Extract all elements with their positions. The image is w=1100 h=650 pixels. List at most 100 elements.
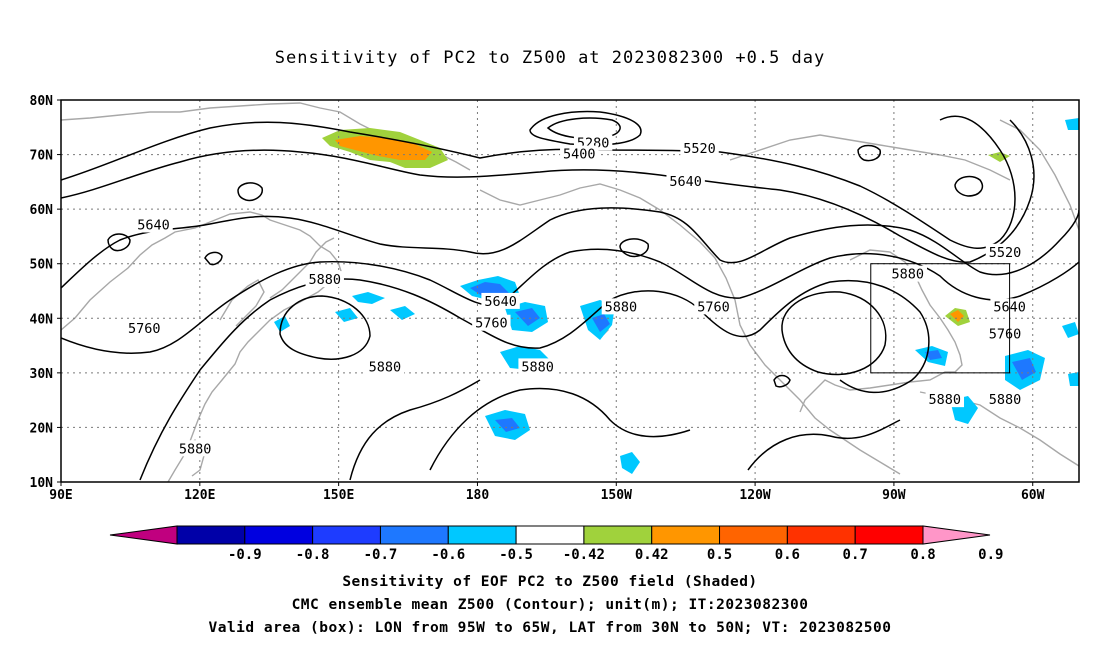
colorbar: -0.9 -0.8 -0.7 -0.6 -0.5 -0.42 0.42 0.5 0.6 0.7 0.… [109, 525, 1003, 563]
contour-label: 5520 [989, 245, 1022, 261]
colorbar-swatch [651, 525, 721, 545]
contour-closed-low-d [619, 238, 649, 258]
contour-label-bg [365, 358, 405, 375]
shade-negative-050-japan [274, 316, 290, 332]
colorbar-tick-label: 0.6 [775, 547, 800, 563]
contour-label-bg [985, 391, 1025, 408]
shade-negative-050-atlantic-b [1062, 322, 1079, 338]
contour-5880-high-west [279, 295, 371, 360]
contour-5640-mid [61, 207, 1079, 289]
plot-title: Sensitivity of PC2 to Z500 at 2023082300… [274, 48, 826, 68]
colorbar-tick-label: -0.8 [296, 547, 330, 563]
lon-label: 180 [466, 488, 490, 503]
contour-label: 5880 [989, 392, 1022, 408]
lon-label: 120W [739, 488, 770, 503]
contour-label-bg [985, 243, 1025, 260]
contour-label-bg [175, 440, 215, 457]
contour-5880-south-b [429, 387, 691, 471]
contour-closed-low-b [954, 175, 984, 197]
contour-label: 5880 [521, 359, 554, 375]
colorbar-tick-label: -0.7 [364, 547, 398, 563]
colorbar-tick-label: 0.9 [978, 547, 1003, 563]
contour-5280-low [529, 110, 642, 146]
map-background [61, 100, 1079, 482]
contour-5880-high-east [781, 291, 887, 376]
contour-label: 5760 [697, 299, 730, 315]
lon-label: 150W [601, 488, 632, 503]
contour-label: 5880 [369, 359, 402, 375]
shade-negative-060-gulf-stream [925, 350, 942, 360]
shade-negative-050-pacific-c [335, 308, 358, 322]
lon-label: 90E [49, 488, 72, 503]
contour-label: 5880 [892, 267, 925, 283]
footer-line-1: Sensitivity of EOF PC2 to Z500 field (Sh… [342, 574, 758, 590]
colorbar-swatch [854, 525, 924, 545]
colorbar-tick-label: 0.42 [635, 547, 669, 563]
shade-negative-060-atlantic [1012, 358, 1036, 380]
contour-label: 5400 [563, 147, 596, 163]
colorbar-max-arrow [922, 525, 991, 545]
contour-label: 5880 [605, 299, 638, 315]
footer-line-2: CMC ensemble mean Z500 (Contour); unit(m… [291, 597, 809, 613]
colorbar-tick-label: 0.8 [910, 547, 935, 563]
contour-closed-g [773, 374, 791, 388]
asia-coast-a [61, 211, 343, 482]
shade-positive-060-bering [335, 136, 432, 160]
lon-label: 90W [882, 488, 906, 503]
contour-label: 5760 [475, 316, 508, 332]
contour-5640-north [61, 119, 1035, 263]
lat-label: 80N [30, 94, 54, 109]
shade-negative-050-tropical-east [620, 452, 640, 474]
colorbar-min-arrow [109, 525, 178, 545]
colorbar-tick-label: 0.5 [707, 547, 732, 563]
contour-label-bg [888, 265, 927, 282]
lat-label: 30N [30, 367, 54, 382]
lat-label: 60N [30, 203, 54, 218]
contour-closed-low-c [857, 144, 881, 162]
contour-5880-caribbean [747, 419, 901, 471]
colorbar-swatch [447, 525, 517, 545]
contour-label-bg [305, 271, 344, 288]
shade-negative-050-north-atlantic [1065, 118, 1079, 130]
shade-negative-060-tropical [495, 418, 520, 432]
lat-label: 70N [30, 149, 54, 164]
shade-negative-050-northwest-pacific [352, 292, 385, 304]
contour-closed-low-a [237, 182, 263, 202]
contour-label-bg [666, 172, 705, 189]
contour-label-bg [481, 292, 520, 309]
contour-label-bg [472, 314, 511, 331]
lat-label: 40N [30, 312, 54, 327]
colorbar-tick-label: -0.6 [431, 547, 465, 563]
contour-label-bg [601, 298, 641, 315]
contour-closed-low-f [204, 251, 223, 266]
colorbar-tick-label: -0.5 [499, 547, 533, 563]
lon-label: 120E [184, 488, 215, 503]
graticule [61, 100, 1079, 482]
lat-label: 20N [30, 421, 54, 436]
contour-label: 5880 [179, 441, 212, 457]
contour-label: 5880 [308, 272, 341, 288]
colorbar-tick-label: -0.42 [563, 547, 605, 563]
lon-label: 150E [323, 488, 354, 503]
shade-positive-060-east-coast [950, 310, 964, 322]
north-america-west-coast [479, 183, 901, 475]
contour-5880-south [349, 379, 481, 481]
contour-label-bg [694, 298, 733, 315]
contour-label-bg [518, 358, 557, 375]
colorbar-swatch [312, 525, 381, 545]
shade-negative-060-midpacific [515, 308, 540, 326]
contour-label-bg [985, 325, 1025, 342]
colorbar-swatch [176, 525, 246, 545]
map-frame [60, 99, 1080, 483]
colorbar-tick-label: 0.7 [843, 547, 868, 563]
colorbar-swatch [583, 525, 653, 545]
canada-arctic-coast [729, 134, 1011, 181]
lon-label: 60W [1021, 488, 1045, 503]
contour-label-bg [925, 391, 965, 408]
colorbar-swatch [786, 525, 856, 545]
contour-5760 [61, 248, 1079, 354]
contour-label: 5760 [989, 327, 1022, 343]
